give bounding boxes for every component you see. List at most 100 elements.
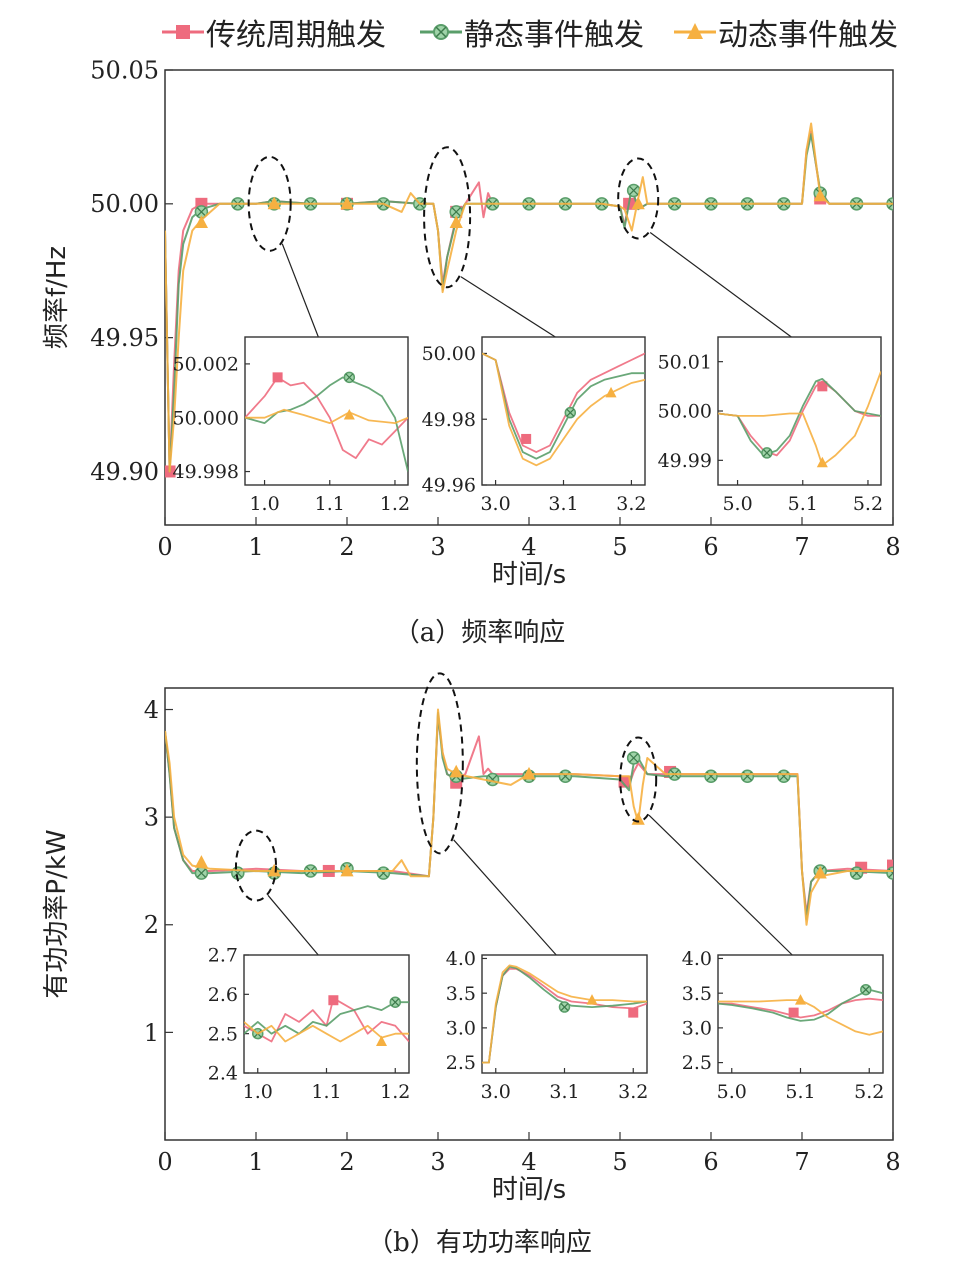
freq-inset-xtick-label: 1.0: [249, 493, 279, 515]
power-inset-2-line-2: [718, 999, 883, 1036]
legend-label-static: 静态事件触发: [464, 18, 644, 53]
power-marker-1-5: [376, 866, 391, 880]
freq-inset-1-line-2: [482, 352, 645, 467]
power-ylabel: 有功功率P/kW: [42, 829, 72, 998]
freq-inset-ytick-label: 49.99: [658, 450, 712, 472]
freq-series: [165, 122, 893, 478]
power-inset-1-marker-1-0: [558, 1001, 571, 1013]
power-marker-2-3: [449, 764, 463, 778]
legend-item-dynamic: 动态事件触发: [672, 12, 898, 53]
freq-main-xtick-label: 8: [885, 533, 900, 561]
power-inset-ytick-label: 3.5: [446, 983, 476, 1005]
freq-inset-2-marker-1-0: [761, 447, 773, 459]
power-marker-1-12: [704, 769, 718, 783]
legend-item-static: 静态事件触发: [418, 12, 644, 53]
power-inset-2-line-1: [718, 988, 883, 1022]
freq-zoom-ellipse: [247, 155, 292, 252]
freq-marker-1-0: [194, 205, 209, 219]
power-inset-ytick-label: 2.4: [208, 1063, 238, 1085]
freq-marker-2-2: [340, 196, 354, 210]
freq-inset-0-line-2: [245, 408, 408, 424]
freq-inset-ytick-label: 49.998: [173, 461, 239, 483]
power-inset-ytick-label: 2.5: [682, 1052, 712, 1074]
freq-zoom-ellipse: [617, 157, 660, 240]
power-main-ytick-label: 1: [144, 1019, 159, 1047]
power-inset-0-marker-0-0: [328, 995, 339, 1006]
legend-marker-static: [420, 24, 462, 40]
power-zoom-ellipse: [415, 672, 464, 855]
power-inset-1-marker-2-0: [586, 994, 598, 1005]
freq-inset-ytick-label: 50.002: [173, 354, 239, 376]
freq-inset-ytick-label: 50.000: [173, 407, 239, 429]
power-inset-ytick-label: 2.5: [446, 1052, 476, 1074]
power-inset-ytick-label: 2.6: [208, 984, 238, 1006]
freq-main-xtick-label: 7: [794, 533, 809, 561]
power-inset-frame: [717, 954, 884, 1074]
freq-inset-xtick-label: 3.1: [548, 493, 578, 515]
freq-xlabel: 时间/s: [492, 560, 566, 590]
power-inset-ytick-label: 4.0: [446, 948, 476, 970]
freq-marker-2-1: [267, 196, 281, 210]
freq-inset-1-marker-1-0: [564, 406, 577, 419]
marker-cross: [861, 985, 870, 994]
freq-inset-ytick-label: 49.96: [422, 475, 476, 497]
power-marker-2-1: [267, 863, 281, 877]
freq-zoom-connector: [460, 276, 556, 338]
power-main-xtick-label: 0: [157, 1148, 172, 1176]
freq-main-ytick-label: 49.90: [90, 458, 159, 486]
power-inset-0-marker-1-1: [389, 996, 401, 1008]
marker-cross: [762, 449, 771, 457]
freq-inset-xtick-label: 5.0: [722, 493, 752, 515]
power-inset-0-marker-2-0: [376, 1035, 387, 1047]
freq-inset-1: 3.0 3.1 3.2 49.96 49.98 50.00: [422, 336, 647, 515]
marker-cross: [888, 202, 893, 209]
power-inset-2-marker-2-0: [795, 994, 806, 1005]
marker-cross: [888, 872, 893, 878]
caption-a: （a）频率响应: [393, 618, 566, 648]
power-marker-2-6: [813, 865, 827, 879]
marker-cross: [629, 753, 639, 763]
power-inset-ytick-label: 2.7: [208, 945, 238, 967]
freq-main-ytick-label: 50.05: [90, 56, 159, 84]
freq-zoom-ellipse: [423, 146, 472, 289]
marker-cross: [391, 998, 400, 1007]
power-marker-1-13: [740, 769, 755, 783]
freq-marker-2-4: [631, 196, 645, 210]
power-marker-1-16: [849, 866, 864, 880]
power-xlabel: 时间/s: [492, 1175, 566, 1205]
marker-cross: [566, 408, 575, 417]
freq-inset-0-marker-1-0: [343, 371, 356, 384]
power-main-xtick-label: 5: [612, 1148, 627, 1176]
freq-inset-xtick-label: 5.1: [788, 493, 818, 515]
marker-cross: [345, 373, 354, 382]
power-inset-2: 5.0 5.1 5.2 2.5 3.0 3.5 4.0: [682, 948, 885, 1103]
freq-inset-series-0: [245, 371, 408, 472]
freq-inset-0-marker-2-0: [343, 409, 355, 420]
power-inset-xtick-label: 5.2: [854, 1081, 884, 1103]
power-zoom-ellipse: [619, 736, 658, 823]
legend-item-periodic: 传统周期触发: [160, 12, 386, 53]
legend: 传统周期触发 静态事件触发 动态事件触发: [160, 12, 920, 53]
power-inset-0-line-1: [244, 1001, 409, 1035]
power-main-xtick-label: 1: [248, 1148, 263, 1176]
freq-inset-xtick-label: 3.2: [616, 493, 646, 515]
power-marker-2-2: [340, 863, 354, 877]
power-inset-frame: [243, 954, 410, 1074]
power-zoom-connector: [453, 839, 557, 956]
freq-marker-2-0: [194, 215, 208, 228]
caption-b: （b）有功功率响应: [367, 1228, 592, 1258]
marker-cross: [560, 1003, 569, 1011]
freq-main-xtick-label: 2: [339, 533, 354, 561]
freq-inset-0-marker-0-0: [272, 372, 283, 383]
power-marker-0-2: [618, 775, 631, 788]
freq-main-xtick-label: 4: [521, 533, 536, 561]
freq-inset-1-marker-0-0: [521, 433, 532, 444]
marker-cross: [196, 868, 207, 878]
power-zoom-ellipse: [235, 829, 277, 902]
freq-inset-series-1: [482, 352, 645, 467]
freq-inset-xtick-label: 3.0: [480, 493, 510, 515]
power-inset-series-1: [482, 964, 647, 1064]
freq-main-xtick-label: 6: [703, 533, 718, 561]
